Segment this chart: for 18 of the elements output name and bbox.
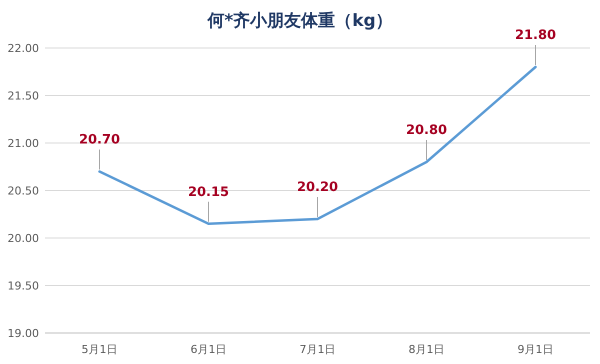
- y-tick-label: 19.00: [8, 327, 39, 340]
- x-tick-label: 5月1日: [82, 343, 118, 356]
- chart-title: 何*齐小朋友体重（kg）: [206, 11, 393, 31]
- y-tick-label: 21.50: [8, 90, 39, 102]
- y-tick-label: 19.50: [8, 280, 39, 292]
- data-label: 20.20: [296, 180, 338, 195]
- x-tick-label: 8月1日: [408, 343, 444, 356]
- data-label: 21.80: [514, 28, 556, 43]
- x-tick-label: 9月1日: [518, 343, 554, 356]
- x-tick-label: 6月1日: [190, 343, 226, 356]
- data-label: 20.70: [78, 132, 120, 148]
- y-tick-label: 21.00: [8, 137, 39, 150]
- y-tick-label: 20.50: [8, 184, 39, 198]
- data-label: 20.80: [406, 123, 448, 138]
- data-label: 20.15: [188, 184, 230, 200]
- y-tick-label: 20.00: [8, 232, 39, 245]
- y-tick-label: 22.00: [8, 42, 39, 55]
- x-tick-label: 7月1日: [300, 343, 336, 356]
